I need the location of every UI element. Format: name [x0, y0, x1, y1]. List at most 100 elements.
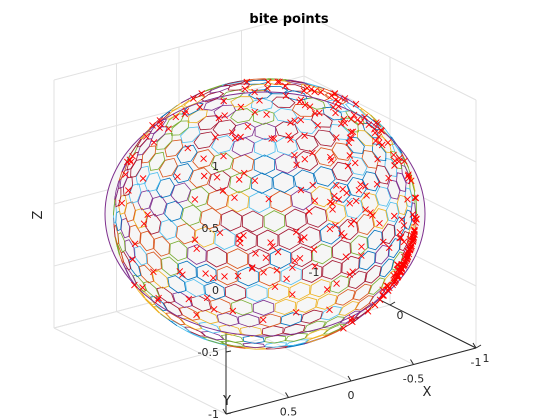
sphere-outline	[104, 91, 426, 337]
bite-point	[375, 139, 383, 147]
surface-cell	[128, 224, 141, 246]
bite-point	[190, 95, 197, 102]
bite-point	[244, 123, 252, 130]
surface-cell	[282, 323, 306, 336]
bite-point	[348, 318, 356, 326]
bite-point	[335, 103, 342, 110]
bite-point	[350, 217, 358, 225]
bite-point	[349, 268, 357, 276]
bite-point	[212, 133, 219, 141]
bite-point	[241, 85, 249, 93]
surface-cell	[128, 183, 142, 204]
bite-point	[334, 97, 342, 105]
bite-point	[213, 173, 221, 181]
bite-point	[301, 101, 309, 109]
bite-point	[125, 187, 132, 194]
bite-point	[315, 109, 323, 117]
bite-point	[305, 208, 313, 215]
bite-point	[371, 301, 379, 309]
surface-cell	[305, 206, 328, 228]
surface-cell	[120, 217, 131, 239]
bite-point	[396, 154, 403, 162]
bite-point	[373, 180, 381, 188]
bite-point	[378, 141, 386, 149]
bite-point	[362, 206, 369, 213]
bite-point	[358, 243, 365, 251]
surface-cell	[368, 277, 386, 295]
surface-cell	[227, 83, 250, 91]
surface-cell	[396, 172, 407, 192]
surface-cell	[227, 248, 249, 269]
bite-point	[311, 197, 319, 205]
surface-cell	[220, 89, 246, 101]
z-tick-label: 1	[212, 160, 219, 173]
bite-point	[285, 132, 292, 140]
bite-point	[221, 273, 228, 280]
bite-point	[191, 236, 199, 244]
bite-point	[404, 195, 411, 203]
surface-cell	[322, 328, 344, 339]
surface-cell	[130, 158, 142, 178]
bite-point	[297, 116, 305, 124]
surface-cell	[274, 121, 299, 139]
bite-point	[390, 212, 398, 220]
surface-cell	[117, 232, 126, 253]
x-tick-label: -1	[309, 266, 320, 279]
surface-cell	[259, 266, 281, 287]
surface-cell	[180, 126, 201, 144]
surface-cell	[251, 172, 273, 194]
bite-point	[332, 109, 339, 117]
bite-point	[262, 254, 270, 262]
z-tick-label: -1	[208, 408, 219, 420]
surface-cell	[379, 258, 395, 278]
surface-cell	[385, 201, 400, 223]
bite-point	[347, 128, 355, 136]
surface-cell	[322, 106, 343, 121]
bite-point	[156, 124, 163, 132]
bite-point	[323, 286, 331, 293]
bite-point	[332, 182, 340, 189]
surface-cell	[214, 228, 236, 250]
bite-point	[220, 97, 228, 105]
surface-cell	[314, 147, 337, 167]
surface-cell	[156, 133, 173, 150]
bite-point	[256, 97, 263, 104]
surface-cell	[134, 245, 148, 266]
bite-point	[398, 261, 405, 268]
bite-point	[131, 240, 139, 248]
bite-point	[243, 78, 251, 86]
bite-point	[165, 125, 172, 133]
surface-cell	[274, 298, 297, 315]
y-tick-label: 0	[348, 389, 355, 402]
surface-cell	[220, 209, 243, 232]
bite-point	[401, 253, 408, 261]
bite-point	[155, 294, 162, 302]
bite-point	[363, 192, 370, 199]
surface-cell	[133, 207, 148, 229]
bite-point	[283, 275, 290, 283]
bite-point	[301, 155, 309, 163]
surface-cell	[135, 165, 150, 186]
surface-cell	[132, 274, 147, 292]
bite-point	[150, 139, 158, 146]
bite-point	[293, 161, 300, 169]
bite-point	[317, 88, 325, 96]
surface-cell	[352, 283, 372, 301]
bite-point	[357, 252, 365, 259]
bite-point	[216, 229, 224, 237]
surface-cell	[210, 298, 232, 315]
bite-point	[271, 283, 279, 291]
surface-cell	[300, 309, 323, 324]
bite-point	[131, 281, 138, 289]
bite-point	[411, 226, 418, 234]
surface-cell	[212, 119, 237, 136]
chart-title: bite points	[249, 12, 328, 27]
bite-point	[311, 88, 318, 95]
bite-point	[291, 151, 298, 159]
surface-cell	[291, 246, 313, 268]
bite-point	[237, 133, 244, 141]
bite-point	[339, 185, 347, 193]
bite-point	[140, 220, 148, 228]
bite-point	[346, 134, 354, 142]
bite-points	[118, 78, 420, 332]
